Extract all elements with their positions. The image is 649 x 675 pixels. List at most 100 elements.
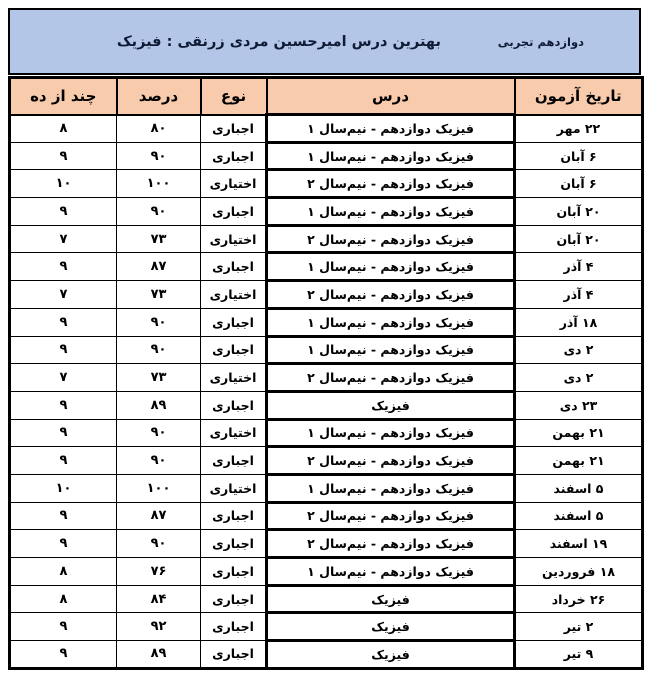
lesson-cell: فیزیک (265, 639, 516, 670)
lesson-cell: فیزیک دوازدهم - نیم‌سال ۲ (265, 362, 516, 393)
exam-date-cell: ۲۲ مهر (514, 114, 643, 143)
type-cell: اختیاری (200, 169, 267, 199)
table-row: ۲۱ بهمن فیزیک دوازدهم - نیم‌سال ۱ اختیار… (9, 417, 643, 449)
exam-date-cell: ۶ آبان (514, 169, 643, 199)
table-row: ۲ دی فیزیک دوازدهم - نیم‌سال ۲ اختیاری ۷… (9, 362, 643, 393)
table-header-row: تاریخ آزمون درس نوع درصد چند از ده (8, 76, 644, 116)
exam-date-cell: ۲۱ بهمن (514, 446, 643, 475)
exam-date-cell: ۲۶ خرداد (514, 584, 643, 614)
exam-table-body: ۲۲ مهر فیزیک دوازدهم - نیم‌سال ۱ اجباری … (9, 113, 643, 670)
type-cell: اجباری (200, 557, 267, 586)
exam-date-cell: ۲۳ دی (514, 390, 643, 420)
score-cell: ۹ (9, 501, 117, 531)
lesson-cell: فیزیک دوازدهم - نیم‌سال ۱ (265, 140, 516, 172)
score-cell: ۹ (9, 640, 117, 669)
page-title: بهترین درس امیرحسین مردی زرنقی : فیزیک (116, 33, 441, 50)
percent-cell: ۹۰ (116, 141, 201, 171)
table-row: ۵ اسفند فیزیک دوازدهم - نیم‌سال ۱ اختیار… (9, 472, 643, 504)
score-cell: ۷ (9, 280, 117, 309)
percent-cell: ۹۰ (116, 307, 201, 337)
percent-cell: ۷۳ (116, 224, 201, 254)
score-cell: ۸ (9, 557, 117, 586)
column-header-percent: درصد (115, 76, 202, 116)
lesson-cell: فیزیک دوازدهم - نیم‌سال ۱ (265, 196, 516, 227)
exam-date-cell: ۲ دی (514, 335, 643, 365)
score-cell: ۸ (9, 114, 117, 143)
exam-date-cell: ۶ آبان (514, 141, 643, 171)
percent-cell: ۸۷ (116, 501, 201, 531)
percent-cell: ۹۰ (116, 197, 201, 226)
lesson-cell: فیزیک (265, 389, 516, 421)
percent-cell: ۱۰۰ (116, 473, 201, 503)
percent-cell: ۷۶ (116, 557, 201, 586)
column-header-score: چند از ده (8, 76, 118, 116)
percent-cell: ۹۰ (116, 335, 201, 365)
lesson-cell: فیزیک دوازدهم - نیم‌سال ۲ (265, 528, 516, 559)
lesson-cell: فیزیک دوازدهم - نیم‌سال ۱ (265, 556, 516, 587)
type-cell: اجباری (200, 252, 267, 282)
type-cell: اختیاری (200, 363, 267, 392)
exam-date-cell: ۲ دی (514, 363, 643, 392)
score-cell: ۹ (9, 252, 117, 282)
table-row: ۲۰ آبان فیزیک دوازدهم - نیم‌سال ۱ اجباری… (9, 196, 643, 227)
type-cell: اجباری (200, 197, 267, 226)
type-cell: اجباری (200, 501, 267, 531)
table-row: ۲۲ مهر فیزیک دوازدهم - نیم‌سال ۱ اجباری … (9, 113, 643, 144)
type-cell: اجباری (200, 335, 267, 365)
column-header-exam-date: تاریخ آزمون (513, 76, 644, 116)
column-header-lesson: درس (265, 76, 516, 116)
percent-cell: ۹۰ (116, 446, 201, 475)
score-cell: ۹ (9, 446, 117, 475)
score-cell: ۱۰ (9, 169, 117, 199)
table-row: ۶ آبان فیزیک دوازدهم - نیم‌سال ۱ اجباری … (9, 140, 643, 172)
percent-cell: ۷۳ (116, 363, 201, 392)
table-row: ۱۸ فروردین فیزیک دوازدهم - نیم‌سال ۱ اجب… (9, 556, 643, 587)
table-row: ۵ اسفند فیزیک دوازدهم - نیم‌سال ۲ اجباری… (9, 500, 643, 532)
type-cell: اختیاری (200, 280, 267, 309)
type-cell: اجباری (200, 141, 267, 171)
table-row: ۲۶ خرداد فیزیک اجباری ۸۴ ۸ (9, 583, 643, 615)
type-cell: اجباری (200, 640, 267, 669)
lesson-cell: فیزیک دوازدهم - نیم‌سال ۲ (265, 223, 516, 255)
lesson-cell: فیزیک دوازدهم - نیم‌سال ۱ (265, 417, 516, 449)
table-row: ۱۸ آذر فیزیک دوازدهم - نیم‌سال ۱ اجباری … (9, 306, 643, 338)
score-cell: ۷ (9, 224, 117, 254)
type-cell: اجباری (200, 584, 267, 614)
lesson-cell: فیزیک دوازدهم - نیم‌سال ۲ (265, 168, 516, 200)
lesson-cell: فیزیک دوازدهم - نیم‌سال ۲ (265, 445, 516, 476)
score-cell: ۹ (9, 141, 117, 171)
percent-cell: ۹۲ (116, 612, 201, 642)
table-row: ۲ تیر فیزیک اجباری ۹۲ ۹ (9, 611, 643, 643)
score-cell: ۸ (9, 584, 117, 614)
type-cell: اختیاری (200, 473, 267, 503)
type-cell: اجباری (200, 307, 267, 337)
exam-results-table: تاریخ آزمون درس نوع درصد چند از ده ۲۲ مه… (8, 76, 644, 670)
lesson-cell: فیزیک دوازدهم - نیم‌سال ۲ (265, 279, 516, 310)
table-row: ۴ آذر فیزیک دوازدهم - نیم‌سال ۱ اجباری ۸… (9, 251, 643, 283)
exam-date-cell: ۲۰ آبان (514, 224, 643, 254)
score-cell: ۹ (9, 390, 117, 420)
lesson-cell: فیزیک دوازدهم - نیم‌سال ۲ (265, 500, 516, 532)
percent-cell: ۸۹ (116, 390, 201, 420)
column-header-type: نوع (199, 76, 268, 116)
score-cell: ۹ (9, 307, 117, 337)
percent-cell: ۸۹ (116, 640, 201, 669)
percent-cell: ۱۰۰ (116, 169, 201, 199)
table-row: ۲۱ بهمن فیزیک دوازدهم - نیم‌سال ۲ اجباری… (9, 445, 643, 476)
percent-cell: ۸۴ (116, 584, 201, 614)
exam-date-cell: ۲۱ بهمن (514, 418, 643, 448)
type-cell: اجباری (200, 446, 267, 475)
table-row: ۲۰ آبان فیزیک دوازدهم - نیم‌سال ۲ اختیار… (9, 223, 643, 255)
lesson-cell: فیزیک دوازدهم - نیم‌سال ۱ (265, 251, 516, 283)
exam-date-cell: ۲ تیر (514, 612, 643, 642)
exam-date-cell: ۴ آذر (514, 280, 643, 309)
lesson-cell: فیزیک دوازدهم - نیم‌سال ۱ (265, 113, 516, 144)
score-cell: ۹ (9, 612, 117, 642)
lesson-cell: فیزیک (265, 611, 516, 643)
score-cell: ۹ (9, 335, 117, 365)
score-cell: ۷ (9, 363, 117, 392)
score-cell: ۹ (9, 418, 117, 448)
table-row: ۶ آبان فیزیک دوازدهم - نیم‌سال ۲ اختیاری… (9, 168, 643, 200)
lesson-cell: فیزیک دوازدهم - نیم‌سال ۱ (265, 472, 516, 504)
